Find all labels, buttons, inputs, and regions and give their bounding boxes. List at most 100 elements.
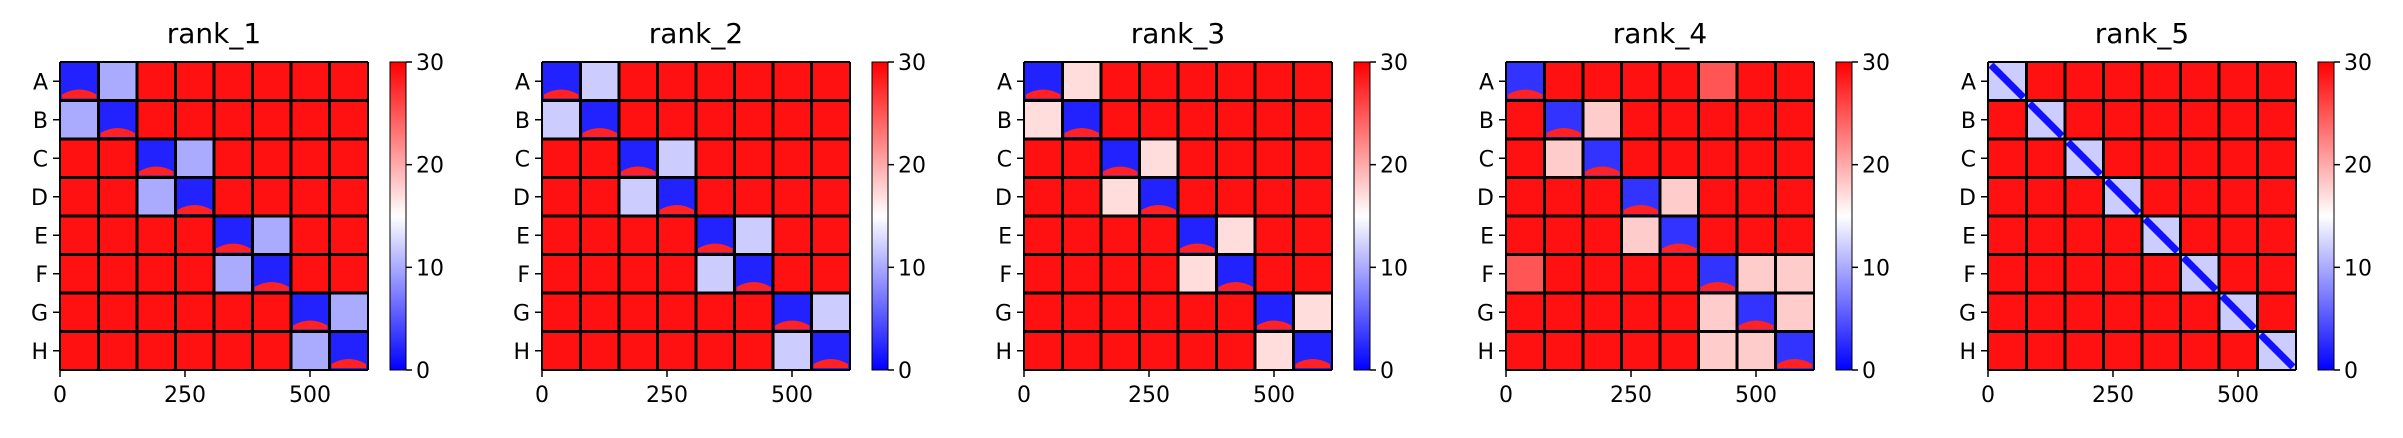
diagonal-edge-mark [1777,359,1812,368]
heatmap-cell [1775,139,1814,178]
row-label: A [997,70,1012,95]
x-tick-label: 250 [646,383,688,408]
heatmap-cell [1216,139,1255,178]
heatmap-cell [2257,100,2296,139]
heatmap-cell [1737,177,1776,216]
row-label: F [1481,263,1494,288]
heatmap-cell [1621,62,1660,101]
heatmap-cell [98,216,137,255]
heatmap-cell [252,216,291,255]
x-tick-label: 0 [1981,383,1995,408]
heatmap-cell [734,177,773,216]
colorbar-tick-label: 20 [2344,154,2372,179]
colorbar-tick-label: 0 [898,359,912,384]
x-tick-label: 0 [1499,383,1513,408]
diagonal-band [2104,178,2142,216]
row-label: H [995,340,1012,365]
heatmap-cell [580,62,619,101]
row-label: G [1477,301,1494,326]
heatmap-cell [2219,139,2258,178]
heatmap-cell [1506,100,1545,139]
row-label: A [1961,70,1976,95]
heatmap-cell [696,331,735,370]
row-label: F [35,263,48,288]
diagonal-edge-mark [293,320,328,330]
diagonal-edge-mark [1585,166,1620,176]
heatmap-cell [1216,100,1255,139]
colorbar [1353,61,1371,371]
x-tick-label: 0 [535,383,549,408]
row-label: C [997,147,1012,172]
heatmap-cell [60,216,99,255]
heatmap-cell [811,100,850,139]
heatmap-cell [1101,331,1140,370]
heatmap-cell [1737,62,1776,101]
heatmap-cell [1506,254,1545,293]
heatmap-cell [1216,216,1255,255]
panel-title: rank_3 [1131,17,1225,50]
heatmap-cell [1024,293,1063,332]
heatmap-cell [1139,62,1178,101]
x-tick-label: 500 [771,383,813,408]
heatmap-cell [734,331,773,370]
heatmap-cell [1139,216,1178,255]
diagonal-edge-mark [1218,282,1253,291]
heatmap-cell [542,177,581,216]
heatmap-cell [1024,100,1063,139]
row-label: F [1963,263,1976,288]
heatmap-cell [1775,177,1814,216]
row-label: B [515,109,530,134]
heatmap-cell [1660,254,1699,293]
heatmap-cell [2180,293,2219,332]
heatmap-cell [2257,293,2296,332]
heatmap-cell [1216,62,1255,101]
colorbar-tick-label: 10 [416,256,444,281]
heatmap-cell [1660,139,1699,178]
colorbar-tick-label: 30 [1862,51,1890,76]
heatmap-cell [1621,254,1660,293]
heatmap-cell [1024,216,1063,255]
heatmap-cell [1660,62,1699,101]
heatmap-cell [1101,293,1140,332]
heatmap-cell [1293,216,1332,255]
heatmap-cell [811,216,850,255]
diagonal-edge-mark [1103,166,1138,176]
heatmap-cell [1988,177,2027,216]
heatmap-cell [252,62,291,101]
heatmap-cell [1583,100,1622,139]
heatmap-cell [1293,100,1332,139]
colorbar-tick-label: 30 [416,51,444,76]
heatmap-cell [1255,331,1294,370]
row-label: C [33,147,48,172]
heatmap-cell [98,331,137,370]
heatmap-cell [98,139,137,178]
heatmap-cell [1062,216,1101,255]
heatmap-cell [734,100,773,139]
heatmap-cell [175,293,214,332]
heatmap-cell [542,254,581,293]
heatmap-cell [657,100,696,139]
heatmap-cell [1255,62,1294,101]
heatmap-cell [1988,293,2027,332]
heatmap-cell [1139,293,1178,332]
heatmap-cell [1024,139,1063,178]
row-label: F [999,263,1012,288]
heatmap-cell [2219,100,2258,139]
heatmap-cell [214,100,253,139]
heatmap-cell [2103,100,2142,139]
heatmap-cell [1621,331,1660,370]
diagonal-edge-mark [331,359,366,368]
heatmap-cell [291,100,330,139]
colorbar-tick-label: 20 [1862,154,1890,179]
heatmap-cell [619,293,658,332]
heatmap-cell [2065,331,2104,370]
heatmap-cell [811,139,850,178]
heatmap-cell [2103,331,2142,370]
heatmap-cell [2065,62,2104,101]
heatmap-cell [98,177,137,216]
row-label: D [513,186,530,211]
heatmap-cell [1024,254,1063,293]
heatmap-cell [329,216,368,255]
heatmap-cell [657,254,696,293]
heatmap-cell [1775,100,1814,139]
